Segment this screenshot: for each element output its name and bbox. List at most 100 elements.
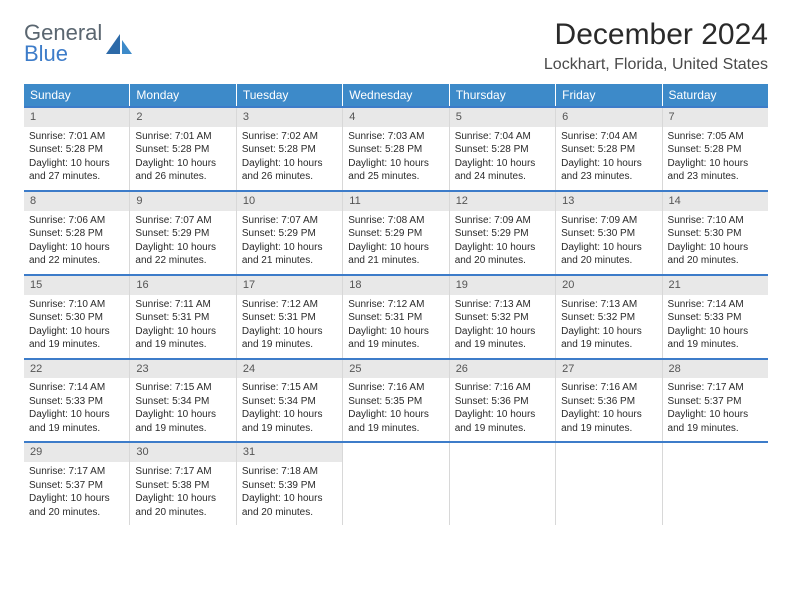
day-cell: 11Sunrise: 7:08 AMSunset: 5:29 PMDayligh… (343, 192, 449, 274)
daylight-line2: and 19 minutes. (455, 422, 550, 436)
daylight-line2: and 22 minutes. (29, 254, 124, 268)
day-body: Sunrise: 7:12 AMSunset: 5:31 PMDaylight:… (343, 295, 448, 358)
day-body (663, 462, 768, 514)
daylight-line2: and 27 minutes. (29, 170, 124, 184)
sunset-text: Sunset: 5:28 PM (242, 143, 337, 157)
day-number: 12 (450, 192, 555, 211)
sunset-text: Sunset: 5:28 PM (348, 143, 443, 157)
title-block: December 2024 Lockhart, Florida, United … (544, 18, 768, 74)
daylight-line1: Daylight: 10 hours (561, 241, 656, 255)
day-cell: 23Sunrise: 7:15 AMSunset: 5:34 PMDayligh… (130, 360, 236, 442)
daylight-line2: and 22 minutes. (135, 254, 230, 268)
day-number: 7 (663, 108, 768, 127)
sunrise-text: Sunrise: 7:04 AM (561, 130, 656, 144)
daylight-line2: and 19 minutes. (242, 338, 337, 352)
sunrise-text: Sunrise: 7:01 AM (29, 130, 124, 144)
day-number: 10 (237, 192, 342, 211)
sunrise-text: Sunrise: 7:16 AM (561, 381, 656, 395)
day-cell: 31Sunrise: 7:18 AMSunset: 5:39 PMDayligh… (237, 443, 343, 525)
day-cell: 5Sunrise: 7:04 AMSunset: 5:28 PMDaylight… (450, 108, 556, 190)
day-cell-empty: . (663, 443, 768, 525)
day-number: 25 (343, 360, 448, 379)
daylight-line1: Daylight: 10 hours (348, 157, 443, 171)
day-number: 11 (343, 192, 448, 211)
sunset-text: Sunset: 5:29 PM (455, 227, 550, 241)
daylight-line1: Daylight: 10 hours (455, 408, 550, 422)
daylight-line1: Daylight: 10 hours (455, 157, 550, 171)
calendar: SundayMondayTuesdayWednesdayThursdayFrid… (24, 84, 768, 525)
logo-sail-icon (106, 34, 132, 56)
daylight-line1: Daylight: 10 hours (29, 408, 124, 422)
daylight-line1: Daylight: 10 hours (29, 157, 124, 171)
daylight-line1: Daylight: 10 hours (135, 492, 230, 506)
daylight-line1: Daylight: 10 hours (561, 157, 656, 171)
sunrise-text: Sunrise: 7:09 AM (455, 214, 550, 228)
daylight-line2: and 20 minutes. (135, 506, 230, 520)
sunrise-text: Sunrise: 7:16 AM (348, 381, 443, 395)
day-number: 29 (24, 443, 129, 462)
sunrise-text: Sunrise: 7:17 AM (29, 465, 124, 479)
sunset-text: Sunset: 5:31 PM (242, 311, 337, 325)
day-body: Sunrise: 7:09 AMSunset: 5:30 PMDaylight:… (556, 211, 661, 274)
daylight-line1: Daylight: 10 hours (135, 157, 230, 171)
day-number: 4 (343, 108, 448, 127)
day-cell: 14Sunrise: 7:10 AMSunset: 5:30 PMDayligh… (663, 192, 768, 274)
sunrise-text: Sunrise: 7:12 AM (242, 298, 337, 312)
sunset-text: Sunset: 5:34 PM (135, 395, 230, 409)
day-cell-empty: . (556, 443, 662, 525)
day-cell: 1Sunrise: 7:01 AMSunset: 5:28 PMDaylight… (24, 108, 130, 190)
day-body: Sunrise: 7:05 AMSunset: 5:28 PMDaylight:… (663, 127, 768, 190)
sunset-text: Sunset: 5:38 PM (135, 479, 230, 493)
day-number: 16 (130, 276, 235, 295)
day-number: 3 (237, 108, 342, 127)
weekday-wednesday: Wednesday (343, 84, 449, 106)
daylight-line2: and 20 minutes. (242, 506, 337, 520)
sunset-text: Sunset: 5:39 PM (242, 479, 337, 493)
day-cell: 8Sunrise: 7:06 AMSunset: 5:28 PMDaylight… (24, 192, 130, 274)
daylight-line2: and 19 minutes. (561, 338, 656, 352)
day-cell: 28Sunrise: 7:17 AMSunset: 5:37 PMDayligh… (663, 360, 768, 442)
day-number: 15 (24, 276, 129, 295)
day-cell: 24Sunrise: 7:15 AMSunset: 5:34 PMDayligh… (237, 360, 343, 442)
sunset-text: Sunset: 5:30 PM (29, 311, 124, 325)
day-cell: 21Sunrise: 7:14 AMSunset: 5:33 PMDayligh… (663, 276, 768, 358)
sunrise-text: Sunrise: 7:02 AM (242, 130, 337, 144)
day-number: 31 (237, 443, 342, 462)
daylight-line2: and 19 minutes. (668, 338, 763, 352)
weekday-saturday: Saturday (663, 84, 768, 106)
day-cell: 7Sunrise: 7:05 AMSunset: 5:28 PMDaylight… (663, 108, 768, 190)
day-body: Sunrise: 7:16 AMSunset: 5:36 PMDaylight:… (450, 378, 555, 441)
day-body: Sunrise: 7:12 AMSunset: 5:31 PMDaylight:… (237, 295, 342, 358)
week-row: 29Sunrise: 7:17 AMSunset: 5:37 PMDayligh… (24, 441, 768, 525)
daylight-line1: Daylight: 10 hours (242, 241, 337, 255)
daylight-line2: and 21 minutes. (242, 254, 337, 268)
day-number: 27 (556, 360, 661, 379)
day-body: Sunrise: 7:15 AMSunset: 5:34 PMDaylight:… (130, 378, 235, 441)
day-number: 20 (556, 276, 661, 295)
daylight-line1: Daylight: 10 hours (29, 325, 124, 339)
day-number: 5 (450, 108, 555, 127)
day-body: Sunrise: 7:11 AMSunset: 5:31 PMDaylight:… (130, 295, 235, 358)
day-cell: 20Sunrise: 7:13 AMSunset: 5:32 PMDayligh… (556, 276, 662, 358)
sunrise-text: Sunrise: 7:18 AM (242, 465, 337, 479)
day-number: 2 (130, 108, 235, 127)
day-body: Sunrise: 7:03 AMSunset: 5:28 PMDaylight:… (343, 127, 448, 190)
logo: General Blue (24, 22, 132, 65)
sunset-text: Sunset: 5:37 PM (668, 395, 763, 409)
daylight-line1: Daylight: 10 hours (668, 408, 763, 422)
day-body: Sunrise: 7:02 AMSunset: 5:28 PMDaylight:… (237, 127, 342, 190)
day-body: Sunrise: 7:14 AMSunset: 5:33 PMDaylight:… (24, 378, 129, 441)
daylight-line2: and 19 minutes. (348, 338, 443, 352)
day-number: 28 (663, 360, 768, 379)
sunrise-text: Sunrise: 7:03 AM (348, 130, 443, 144)
day-cell: 4Sunrise: 7:03 AMSunset: 5:28 PMDaylight… (343, 108, 449, 190)
daylight-line1: Daylight: 10 hours (455, 241, 550, 255)
daylight-line1: Daylight: 10 hours (242, 408, 337, 422)
sunset-text: Sunset: 5:28 PM (561, 143, 656, 157)
day-cell: 12 Sunrise: 7:09 AMSunset: 5:29 PMDayligh… (450, 192, 556, 274)
daylight-line1: Daylight: 10 hours (135, 408, 230, 422)
sunset-text: Sunset: 5:35 PM (348, 395, 443, 409)
daylight-line2: and 23 minutes. (561, 170, 656, 184)
sunrise-text: Sunrise: 7:07 AM (135, 214, 230, 228)
day-body: Sunrise: 7:10 AMSunset: 5:30 PMDaylight:… (663, 211, 768, 274)
